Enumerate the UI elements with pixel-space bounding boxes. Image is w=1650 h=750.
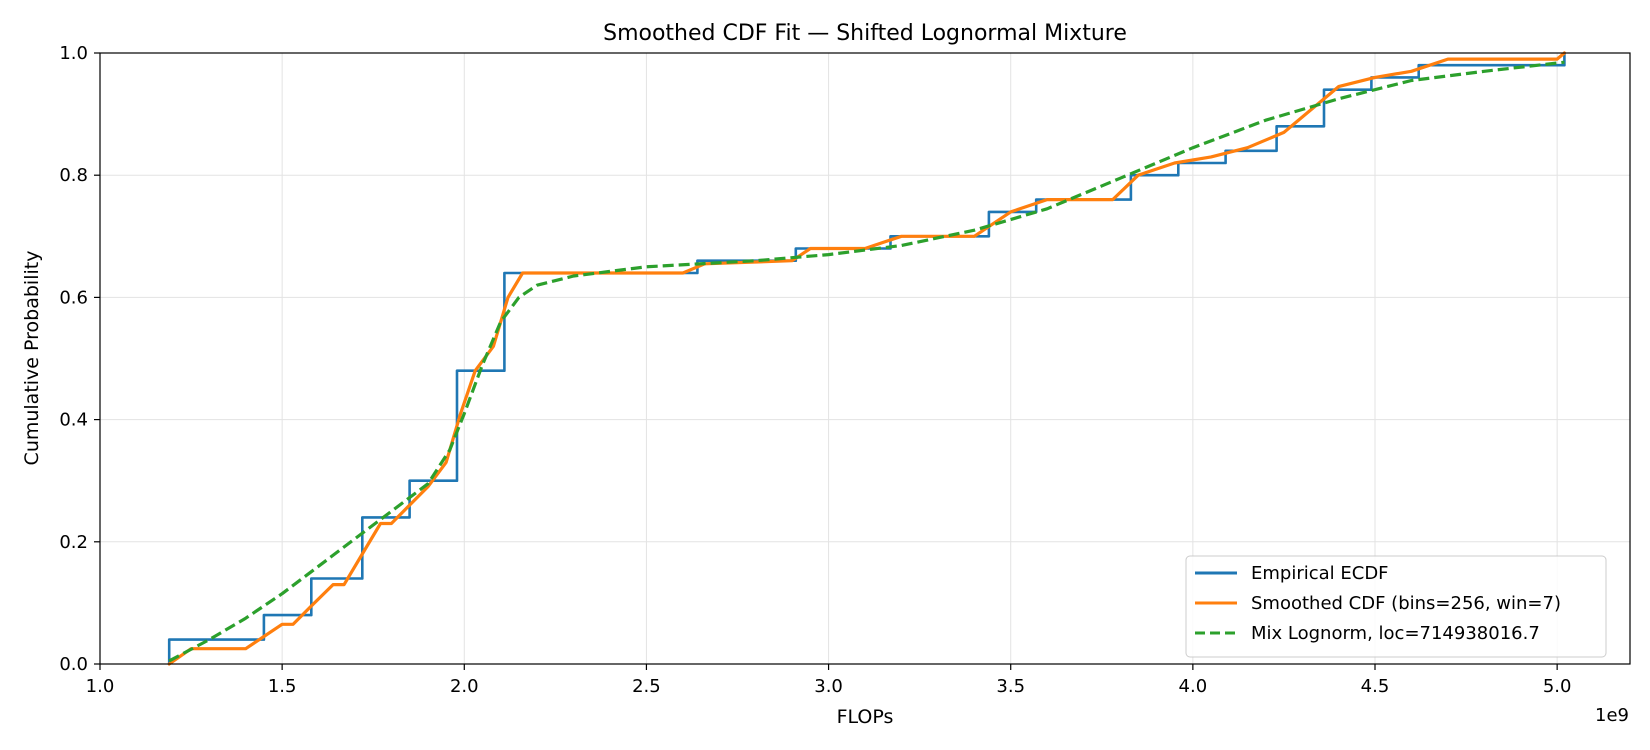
x-tick-label: 2.5: [632, 676, 661, 697]
x-tick-label: 3.5: [996, 676, 1025, 697]
plot-frame: [99, 52, 1631, 665]
legend-label-2: Smoothed CDF (bins=256, win=7): [1251, 593, 1561, 614]
y-tick-label: 0.2: [59, 532, 88, 553]
x-axis-offset-label: 1e9: [1595, 705, 1629, 726]
x-tick-label: 5.0: [1543, 676, 1572, 697]
x-tick-label: 1.0: [86, 676, 115, 697]
y-axis-label: Cumulative Probability: [21, 251, 43, 466]
x-tick-label: 1.5: [268, 676, 297, 697]
x-tick-label: 4.0: [1179, 676, 1208, 697]
y-tick-label: 0.0: [59, 654, 88, 675]
legend-label-3: Mix Lognorm, loc=714938016.7: [1251, 623, 1540, 644]
y-tick-label: 0.4: [59, 410, 88, 431]
legend-label-1: Empirical ECDF: [1251, 563, 1389, 584]
x-tick-label: 2.0: [450, 676, 479, 697]
legend-box: [1185, 555, 1607, 658]
series-line-3: [168, 60, 1565, 663]
legend: Empirical ECDF Smoothed CDF (bins=256, wi…: [1185, 555, 1607, 658]
x-axis-label: FLOPs: [837, 706, 894, 728]
chart-title: Smoothed CDF Fit — Shifted Lognormal Mix…: [603, 21, 1127, 46]
axes-layer: 1.0 1.5 2.0 2.5 3.0 3.5 4.0 4.5 5.0 0.0 0.2 0.4 0.6 0…: [59, 43, 1571, 697]
series-layer: [167, 51, 1567, 666]
y-tick-label: 0.6: [59, 287, 88, 308]
x-tick-label: 4.5: [1361, 676, 1390, 697]
x-tick-label: 3.0: [814, 676, 843, 697]
y-tick-label: 1.0: [59, 43, 88, 64]
y-tick-label: 0.8: [59, 165, 88, 186]
